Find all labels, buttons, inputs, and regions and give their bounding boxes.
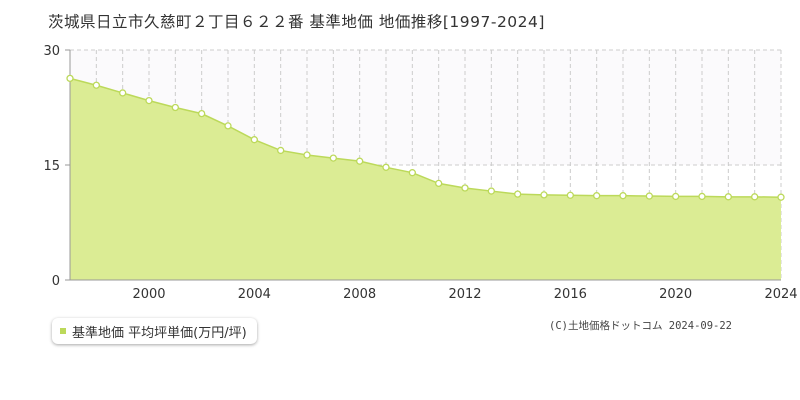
x-tick-label: 2016 xyxy=(554,287,587,302)
data-point xyxy=(514,190,522,198)
data-point xyxy=(461,184,469,192)
data-point xyxy=(435,179,443,188)
y-tick-label: 15 xyxy=(43,159,60,174)
data-point xyxy=(540,191,548,199)
label-layer: 0 15 30 2000 2004 2008 2012 2016 2020 2024 xyxy=(43,44,797,302)
data-point xyxy=(119,89,127,97)
data-point xyxy=(724,193,732,201)
data-point xyxy=(672,192,680,201)
data-point xyxy=(92,81,100,89)
data-point xyxy=(408,169,416,177)
y-tick-label: 30 xyxy=(43,44,60,59)
x-tick-label: 2020 xyxy=(659,287,692,302)
copyright-text: (C)土地価格ドットコム 2024-09-22 xyxy=(549,320,733,332)
data-point xyxy=(593,192,601,200)
data-point xyxy=(777,193,785,201)
data-point xyxy=(645,192,653,200)
data-point xyxy=(198,109,206,118)
data-point xyxy=(250,136,258,144)
x-tick-label: 2004 xyxy=(238,287,271,302)
data-point xyxy=(224,122,232,130)
data-point xyxy=(303,151,311,159)
x-tick-label: 2008 xyxy=(343,287,376,302)
x-tick-label: 2024 xyxy=(764,287,797,302)
data-point xyxy=(619,192,627,200)
data-point xyxy=(329,154,337,162)
legend-swatch xyxy=(60,328,66,334)
chart-title: 茨城県日立市久慈町２丁目６２２番 基準地価 地価推移[1997-2024] xyxy=(48,13,545,31)
data-point xyxy=(356,157,364,165)
area-layer xyxy=(69,77,782,280)
data-point xyxy=(145,96,153,105)
x-tick-label: 2000 xyxy=(132,287,165,302)
series-line xyxy=(69,77,782,198)
axis-layer xyxy=(65,49,781,281)
data-point xyxy=(487,187,495,195)
legend[interactable]: 基準地価 平均坪単価(万円/坪) xyxy=(52,318,257,344)
data-point xyxy=(277,146,285,155)
legend-label: 基準地価 平均坪単価(万円/坪) xyxy=(72,325,247,341)
data-point xyxy=(566,191,574,199)
marker-layer xyxy=(66,74,785,201)
data-point xyxy=(751,193,759,201)
y-tick-label: 0 xyxy=(52,274,60,289)
data-point xyxy=(66,74,74,83)
x-tick-label: 2012 xyxy=(448,287,481,302)
data-point xyxy=(171,103,179,112)
series-area xyxy=(70,78,781,280)
data-point xyxy=(698,192,706,201)
data-point xyxy=(382,163,390,171)
